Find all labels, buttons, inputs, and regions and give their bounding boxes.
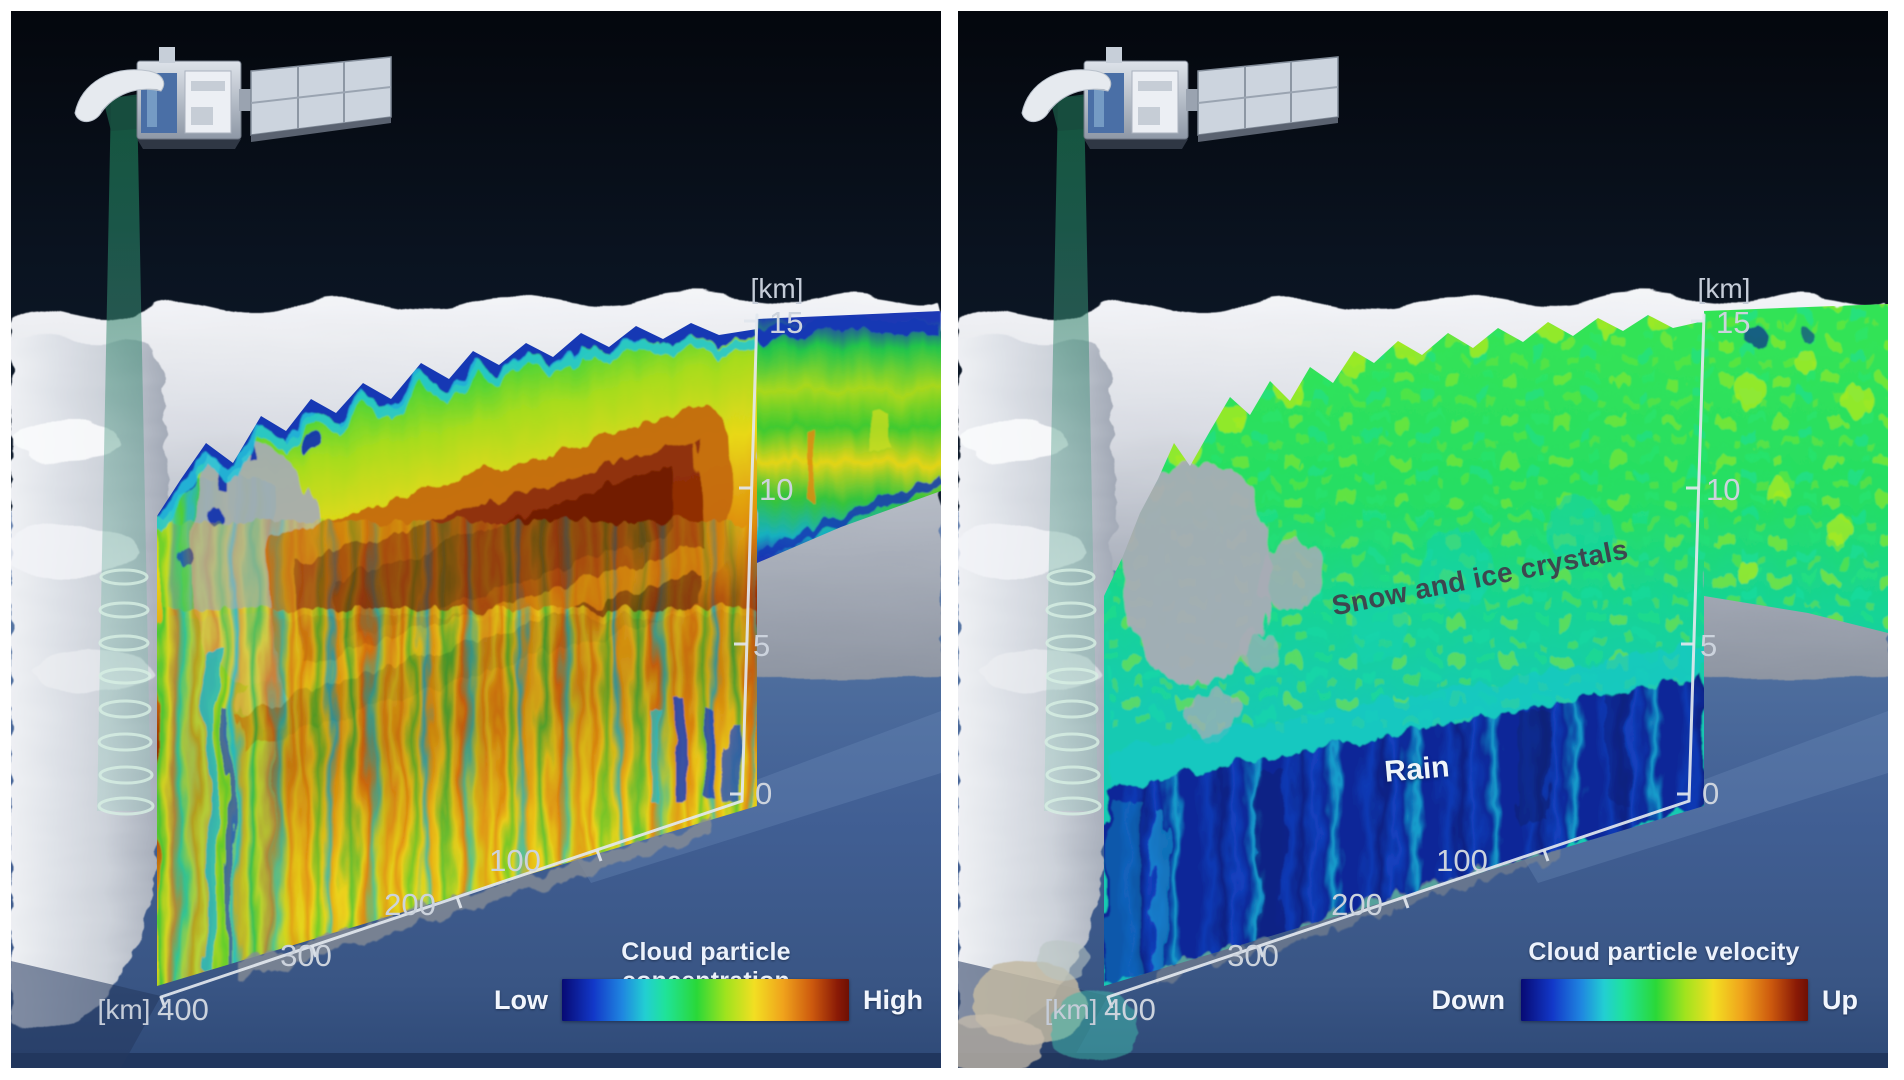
terrain-strip (236, 821, 711, 981)
panel-concentration (1, 11, 941, 1068)
radar-cross-section-far (1704, 304, 1888, 633)
radar-cross-section-far (757, 311, 941, 563)
panel-velocity (958, 11, 1888, 1068)
melting-layer (1104, 643, 1704, 789)
cloud-gap (1122, 463, 1274, 682)
radar-cross-section-velocity (1104, 315, 1704, 986)
